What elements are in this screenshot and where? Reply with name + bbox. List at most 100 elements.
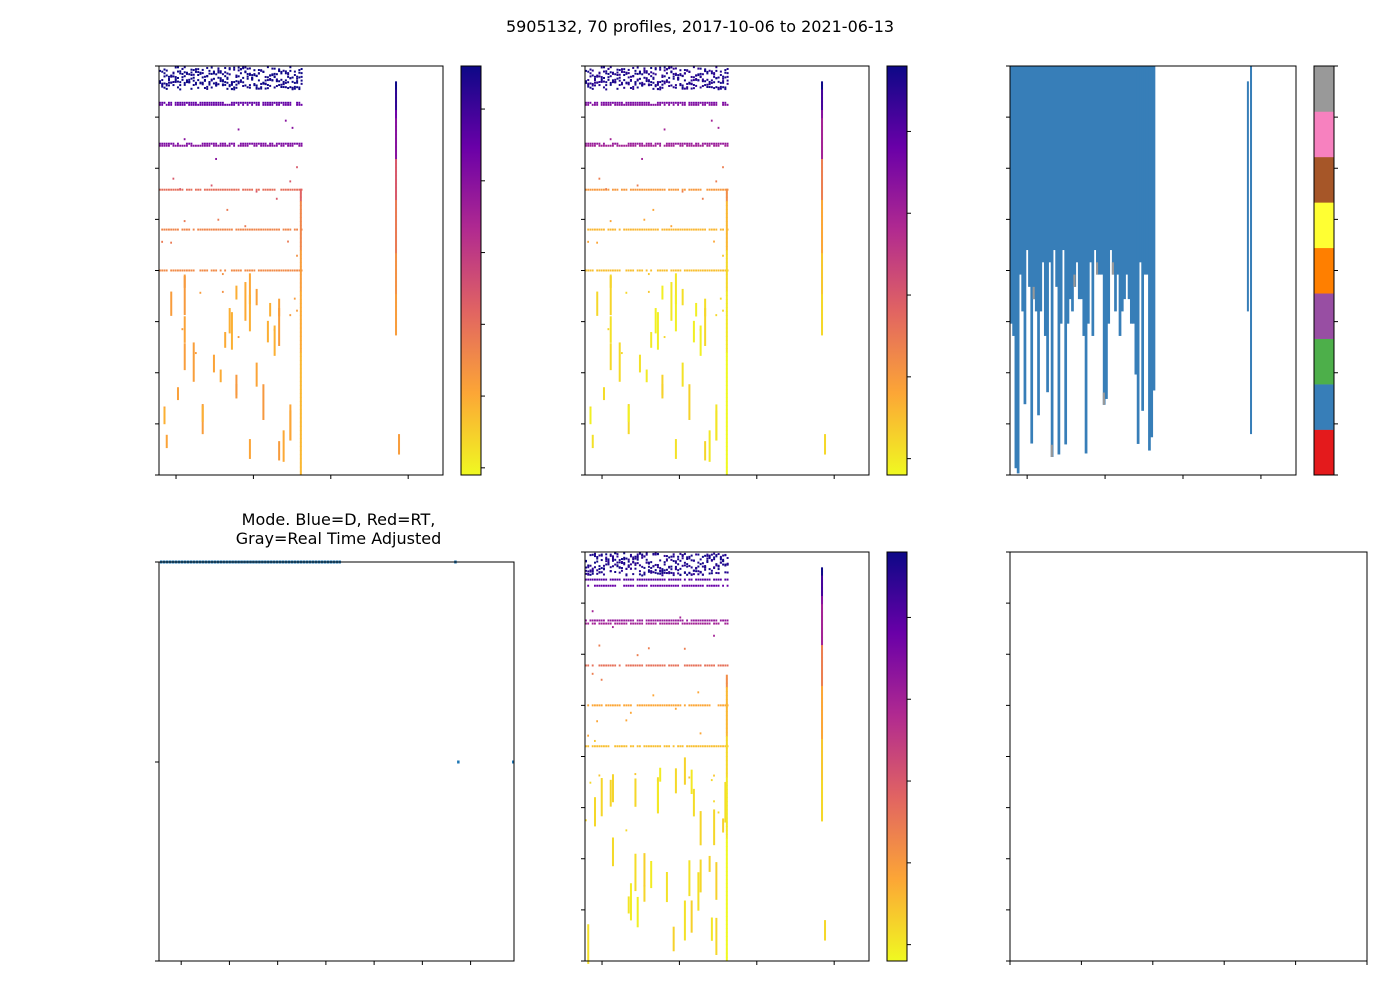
- data-cell: [725, 278, 728, 284]
- data-cell: [172, 72, 175, 75]
- qc-cell: [1127, 66, 1131, 300]
- data-cell: [248, 84, 251, 87]
- data-cell: [589, 407, 592, 425]
- data-cell: [717, 578, 720, 581]
- data-cell: [643, 218, 646, 221]
- data-cell: [625, 188, 628, 191]
- data-cell: [722, 664, 724, 667]
- data-cell: [264, 144, 267, 147]
- data-cell: [652, 664, 655, 667]
- data-cell: [179, 144, 182, 147]
- data-cell: [650, 619, 653, 622]
- data-cell: [663, 563, 666, 566]
- data-cell: [821, 722, 824, 728]
- data-cell: [246, 103, 249, 106]
- data-cell: [645, 619, 648, 622]
- data-cell: [697, 144, 700, 147]
- data-cell: [821, 681, 824, 687]
- data-cell: [713, 552, 716, 555]
- data-cell: [611, 81, 614, 84]
- data-cell: [596, 75, 599, 78]
- data-cell: [627, 664, 630, 667]
- data-cell: [634, 72, 637, 75]
- data-cell: [715, 188, 718, 191]
- data-cell: [821, 706, 824, 711]
- data-cell: [179, 101, 182, 104]
- data-cell: [159, 101, 161, 104]
- data-cell: [715, 563, 718, 566]
- data-cell: [625, 101, 628, 104]
- data-cell: [299, 303, 302, 308]
- data-cell: [230, 142, 233, 145]
- data-cell: [217, 218, 220, 221]
- data-cell: [677, 103, 680, 106]
- data-cell: [262, 101, 265, 104]
- data-cell: [625, 664, 628, 667]
- data-cell: [704, 566, 707, 569]
- data-cell: [661, 188, 664, 191]
- data-cell: [299, 266, 302, 271]
- data-cell: [634, 853, 637, 892]
- data-cell: [821, 253, 824, 258]
- data-cell: [704, 142, 707, 145]
- data-cell: [587, 584, 590, 587]
- data-cell: [647, 273, 650, 276]
- data-cell: [681, 142, 684, 145]
- data-cell: [725, 744, 728, 749]
- data-cell: [246, 188, 249, 191]
- qc-cell: [1098, 66, 1101, 275]
- data-cell: [706, 561, 709, 564]
- data-cell: [706, 622, 709, 625]
- data-cell: [262, 142, 265, 145]
- data-cell: [652, 228, 655, 231]
- data-cell: [638, 745, 641, 748]
- data-cell: [661, 584, 664, 587]
- data-cell: [641, 578, 644, 581]
- data-cell: [725, 731, 728, 737]
- data-cell: [262, 384, 265, 420]
- data-cell: [722, 86, 725, 89]
- data-cell: [282, 269, 285, 272]
- data-cell: [296, 269, 298, 272]
- data-cell: [395, 171, 398, 176]
- data-cell: [636, 184, 639, 187]
- qc-cell: [1107, 66, 1111, 324]
- data-cell: [632, 85, 635, 88]
- data-cell: [600, 578, 603, 581]
- data-cell: [273, 86, 276, 89]
- data-cell: [593, 188, 596, 191]
- data-cell: [632, 556, 635, 559]
- data-cell: [708, 578, 711, 581]
- data-cell: [228, 73, 231, 76]
- data-cell: [395, 277, 398, 283]
- data-cell: [634, 69, 637, 72]
- qc-cell: [1068, 66, 1072, 300]
- data-cell: [264, 103, 267, 106]
- data-cell: [821, 216, 824, 221]
- data-cell: [632, 573, 635, 576]
- data-cell: [620, 352, 623, 355]
- qc-cell: [1093, 66, 1097, 251]
- data-cell: [235, 228, 238, 231]
- data-cell: [668, 571, 671, 574]
- data-cell: [219, 103, 222, 106]
- data-cell: [719, 269, 722, 272]
- qc-cell: [1057, 66, 1061, 455]
- data-cell: [585, 560, 587, 563]
- data-cell: [244, 282, 247, 321]
- data-cell: [725, 805, 728, 811]
- data-cell: [163, 188, 166, 191]
- data-cell: [659, 767, 662, 782]
- data-cell: [821, 294, 824, 299]
- data-cell: [625, 567, 628, 570]
- data-cell: [591, 84, 594, 87]
- data-cell: [632, 619, 635, 622]
- data-cell: [611, 556, 614, 559]
- data-cell: [634, 82, 637, 85]
- data-cell: [821, 739, 824, 744]
- data-cell: [215, 157, 217, 160]
- data-cell: [683, 269, 686, 272]
- data-cell: [161, 70, 164, 73]
- data-cell: [269, 142, 272, 145]
- data-cell: [668, 188, 671, 191]
